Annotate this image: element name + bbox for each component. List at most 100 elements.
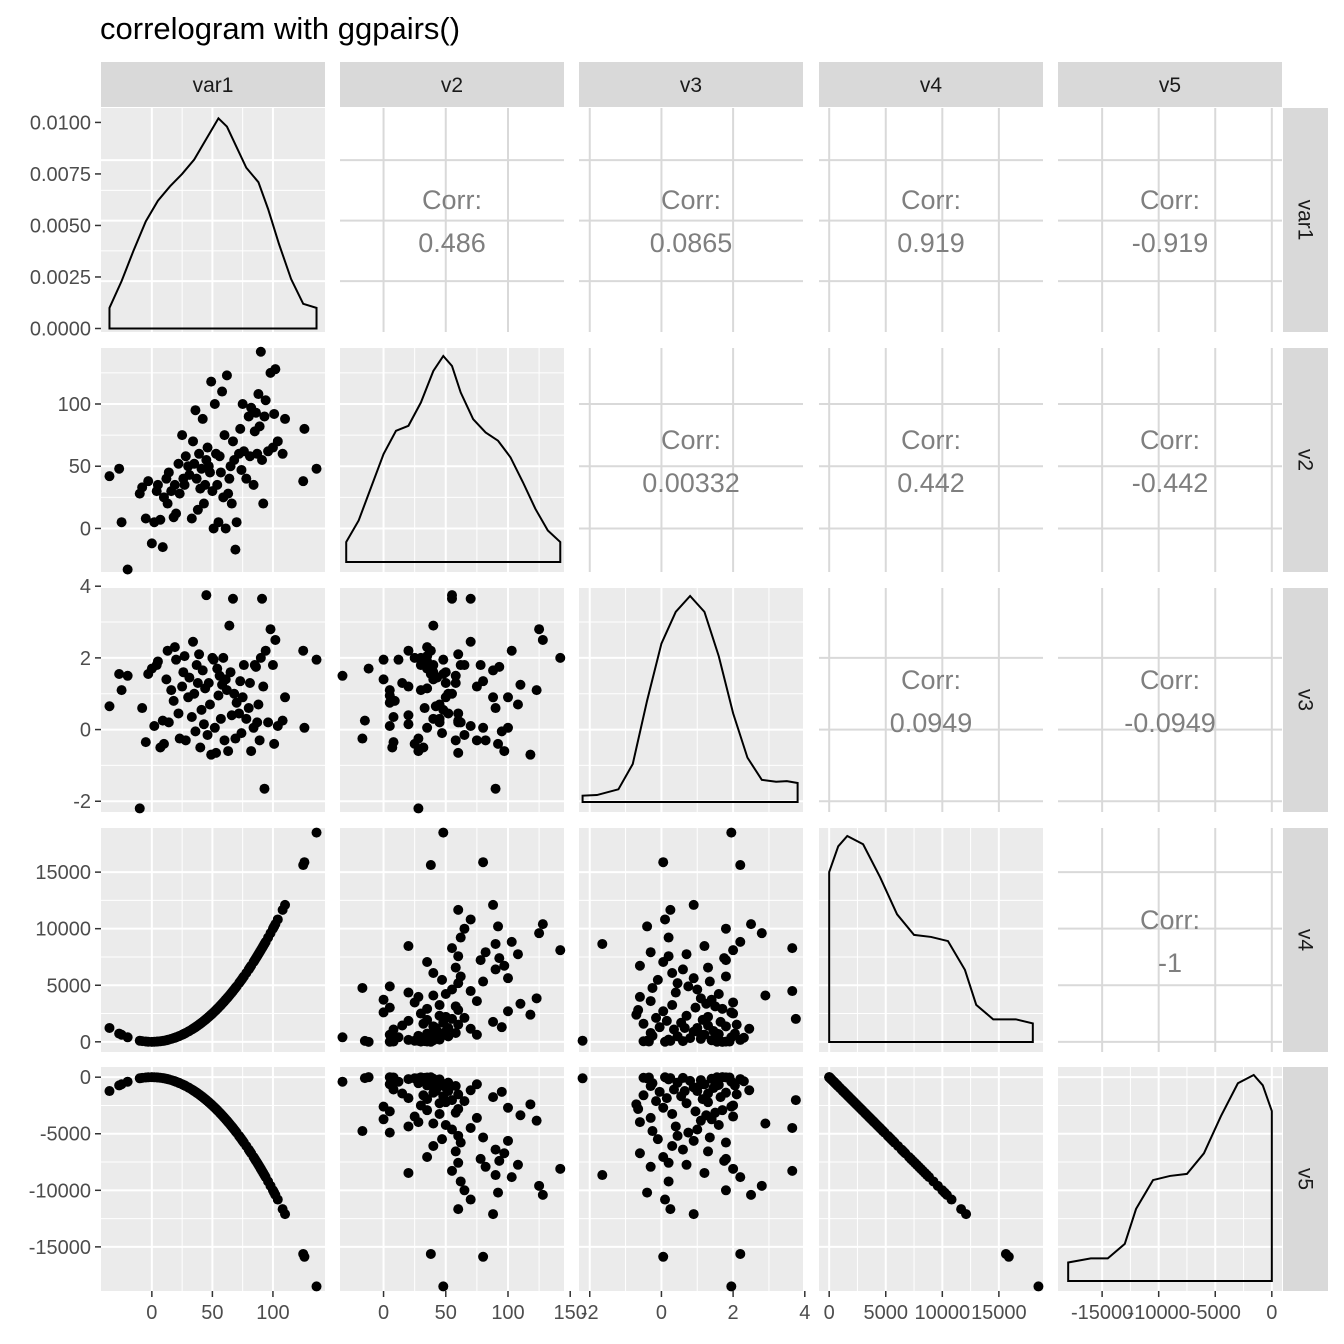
- scatter-point: [220, 674, 231, 685]
- scatter-point: [225, 667, 236, 678]
- scatter-point: [647, 1126, 658, 1137]
- scatter-point: [534, 624, 545, 635]
- scatter-point: [450, 1081, 461, 1092]
- scatter-point: [642, 921, 653, 932]
- scatter-point: [241, 473, 252, 484]
- scatter-point: [378, 654, 389, 665]
- scatter-point: [677, 964, 688, 975]
- scatter-point: [114, 669, 125, 680]
- scatter-point: [715, 1092, 726, 1103]
- scatter-point: [299, 423, 310, 434]
- scatter-point: [663, 1034, 674, 1045]
- x-tick-label: -2: [581, 1302, 599, 1324]
- scatter-point: [455, 932, 466, 943]
- scatter-point: [499, 746, 510, 757]
- scatter-point: [713, 989, 724, 1000]
- scatter-point: [658, 1251, 669, 1262]
- scatter-point: [503, 1006, 513, 1017]
- panel-v4-var1: [101, 827, 325, 1052]
- panel-v3-v5: Corr: -0.0949: [1058, 588, 1282, 812]
- corr-label: Corr:: [1140, 185, 1200, 215]
- y-axis-var1: 0.0000 0.0025 0.0050 0.0075 0.0100: [30, 112, 101, 340]
- scatter-point: [787, 1122, 798, 1133]
- scatter-point: [475, 660, 486, 671]
- scatter-point: [196, 704, 207, 715]
- x-tick-label: 0: [146, 1302, 157, 1324]
- density-curve: [1067, 1073, 1273, 1282]
- scatter-point: [490, 783, 501, 794]
- scatter-point: [432, 672, 443, 683]
- scatter-point: [255, 346, 266, 357]
- strip-top-v4: v4: [819, 62, 1043, 107]
- scatter-point: [204, 699, 215, 710]
- scatter-point: [503, 722, 513, 733]
- scatter-point: [465, 636, 476, 647]
- x-axis-v3: -2 0 2 4: [581, 1291, 810, 1324]
- scatter-point: [213, 690, 224, 701]
- x-axis-v5: -15000-10000 -5000 0: [1071, 1291, 1277, 1324]
- scatter-point: [478, 976, 489, 987]
- x-tick-label: -5000: [1190, 1302, 1241, 1324]
- scatter-point: [726, 1101, 737, 1112]
- scatter-point: [735, 860, 746, 871]
- scatter-point: [214, 451, 225, 462]
- scatter-point: [720, 971, 731, 982]
- panel-v5-v2: [337, 1067, 566, 1292]
- scatter-point: [409, 652, 420, 663]
- strip-background: [819, 62, 1043, 107]
- x-tick-label: 2: [728, 1302, 739, 1324]
- scatter-point: [633, 1103, 644, 1114]
- x-tick-label: 5000: [863, 1302, 908, 1324]
- strip-right-v3: v3: [1283, 588, 1328, 812]
- scatter-point: [248, 479, 259, 490]
- scatter-point: [116, 517, 127, 528]
- scatter-point: [269, 738, 280, 749]
- scatter-point: [453, 649, 464, 660]
- scatter-point: [450, 962, 461, 973]
- scatter-point: [488, 1092, 499, 1103]
- x-tick-label: 0: [656, 1302, 667, 1324]
- scatter-point: [494, 1155, 505, 1166]
- strip-right-var1: var1: [1283, 108, 1328, 332]
- scatter-point: [260, 395, 271, 406]
- scatter-point: [633, 1005, 644, 1016]
- scatter-point: [699, 1167, 710, 1178]
- scatter-point: [224, 620, 235, 631]
- scatter-point: [227, 593, 238, 604]
- scatter-point: [189, 688, 200, 699]
- scatter-point: [190, 405, 201, 416]
- density-curve: [345, 354, 562, 563]
- scatter-point: [143, 476, 154, 487]
- scatter-point: [236, 728, 247, 739]
- scatter-point: [403, 710, 414, 721]
- scatter-point: [787, 943, 798, 954]
- scatter-point: [490, 1170, 501, 1181]
- scatter-point: [197, 413, 208, 424]
- scatter-point: [471, 1112, 482, 1123]
- x-tick-label: -15000: [1071, 1302, 1133, 1324]
- scatter-point: [695, 993, 706, 1004]
- scatter-point: [738, 1032, 749, 1043]
- scatter-point: [134, 803, 145, 814]
- scatter-point: [277, 448, 288, 459]
- x-tick-label: 50: [435, 1302, 457, 1324]
- scatter-point: [243, 703, 254, 714]
- scatter-point: [263, 717, 274, 728]
- scatter-point: [683, 1127, 694, 1138]
- panel-v3-v2: [337, 588, 566, 814]
- scatter-point: [403, 987, 414, 998]
- scatter-point: [257, 455, 268, 465]
- scatter-point: [403, 645, 414, 656]
- scatter-point: [253, 699, 264, 710]
- scatter-point: [403, 1093, 414, 1104]
- scatter-point: [503, 1102, 513, 1113]
- scatter-point: [422, 722, 433, 733]
- scatter-point: [677, 1144, 688, 1155]
- scatter-point: [642, 1187, 653, 1198]
- x-tick-label: 10000: [915, 1302, 971, 1324]
- scatter-point: [260, 645, 271, 656]
- scatter-point: [658, 1102, 669, 1113]
- scatter-point: [152, 656, 163, 667]
- scatter-point: [246, 746, 257, 757]
- scatter-point: [531, 685, 542, 696]
